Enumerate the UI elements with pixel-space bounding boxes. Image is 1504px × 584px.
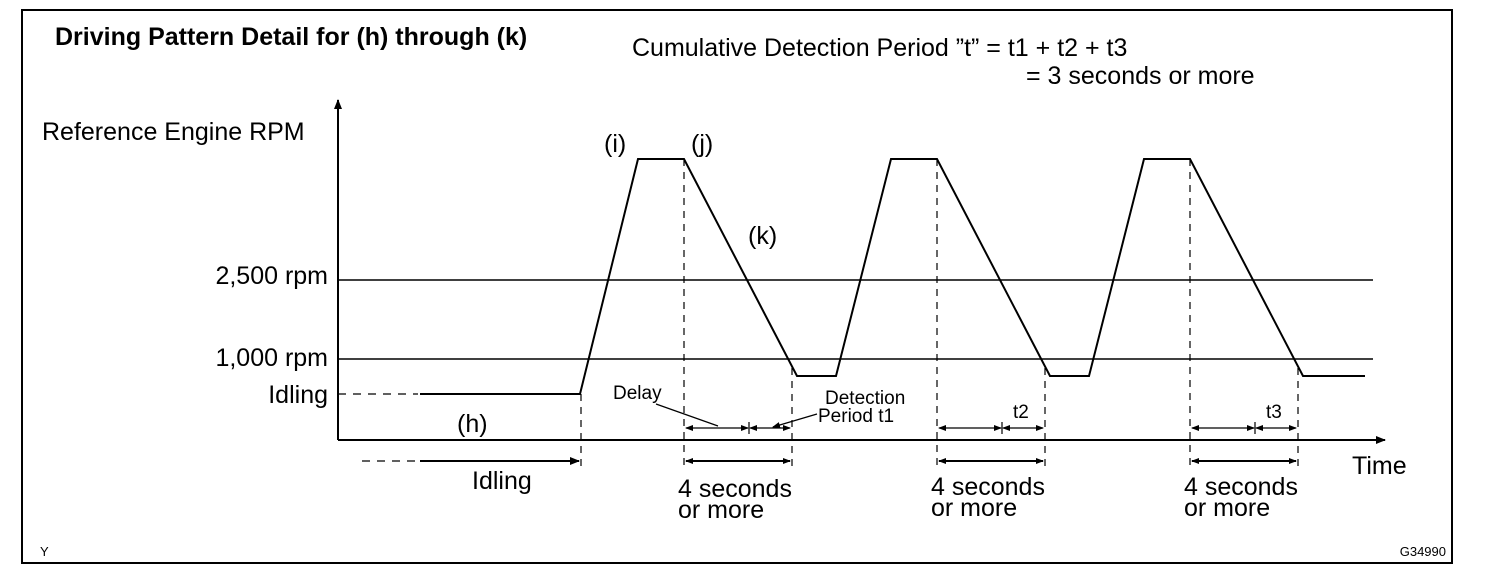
tick-2500-rpm: 2,500 rpm [215, 262, 328, 290]
formula-line-1: Cumulative Detection Period ”t” = t1 + t… [632, 34, 1127, 62]
delay-leader [655, 403, 719, 427]
rpm-trace [420, 158, 1365, 395]
diagram-frame [21, 9, 1453, 564]
corner-code-left: Y [40, 544, 49, 559]
diagram-title: Driving Pattern Detail for (h) through (… [55, 23, 527, 51]
detection-label-line-2: Period t1 [818, 406, 894, 427]
formula-line-2: = 3 seconds or more [1026, 62, 1255, 90]
tick-1000-rpm: 1,000 rpm [215, 344, 328, 372]
duration-2-line-2: or more [931, 494, 1017, 522]
duration-3-line-1: 4 seconds [1184, 473, 1298, 501]
t2-label: t2 [1013, 402, 1029, 423]
label-h: (h) [457, 410, 488, 438]
label-k: (k) [748, 222, 777, 250]
figure-code: G34990 [1400, 544, 1446, 559]
phase-markers [580, 159, 1299, 470]
duration-1-line-1: 4 seconds [678, 475, 792, 503]
detection-label-line-1: Detection [825, 388, 905, 409]
label-j: (j) [691, 130, 713, 158]
x-axis-label: Time [1352, 452, 1407, 480]
tick-idling: Idling [268, 381, 328, 409]
t3-label: t3 [1266, 402, 1282, 423]
idling-label: Idling [472, 467, 532, 495]
duration-3-line-2: or more [1184, 494, 1270, 522]
duration-2-line-1: 4 seconds [931, 473, 1045, 501]
duration-1-line-2: or more [678, 496, 764, 524]
delay-label: Delay [613, 383, 662, 404]
period-tick-marks [748, 422, 1256, 434]
label-i: (i) [604, 130, 626, 158]
detection-leader [772, 413, 818, 428]
y-axis-label: Reference Engine RPM [42, 118, 305, 146]
